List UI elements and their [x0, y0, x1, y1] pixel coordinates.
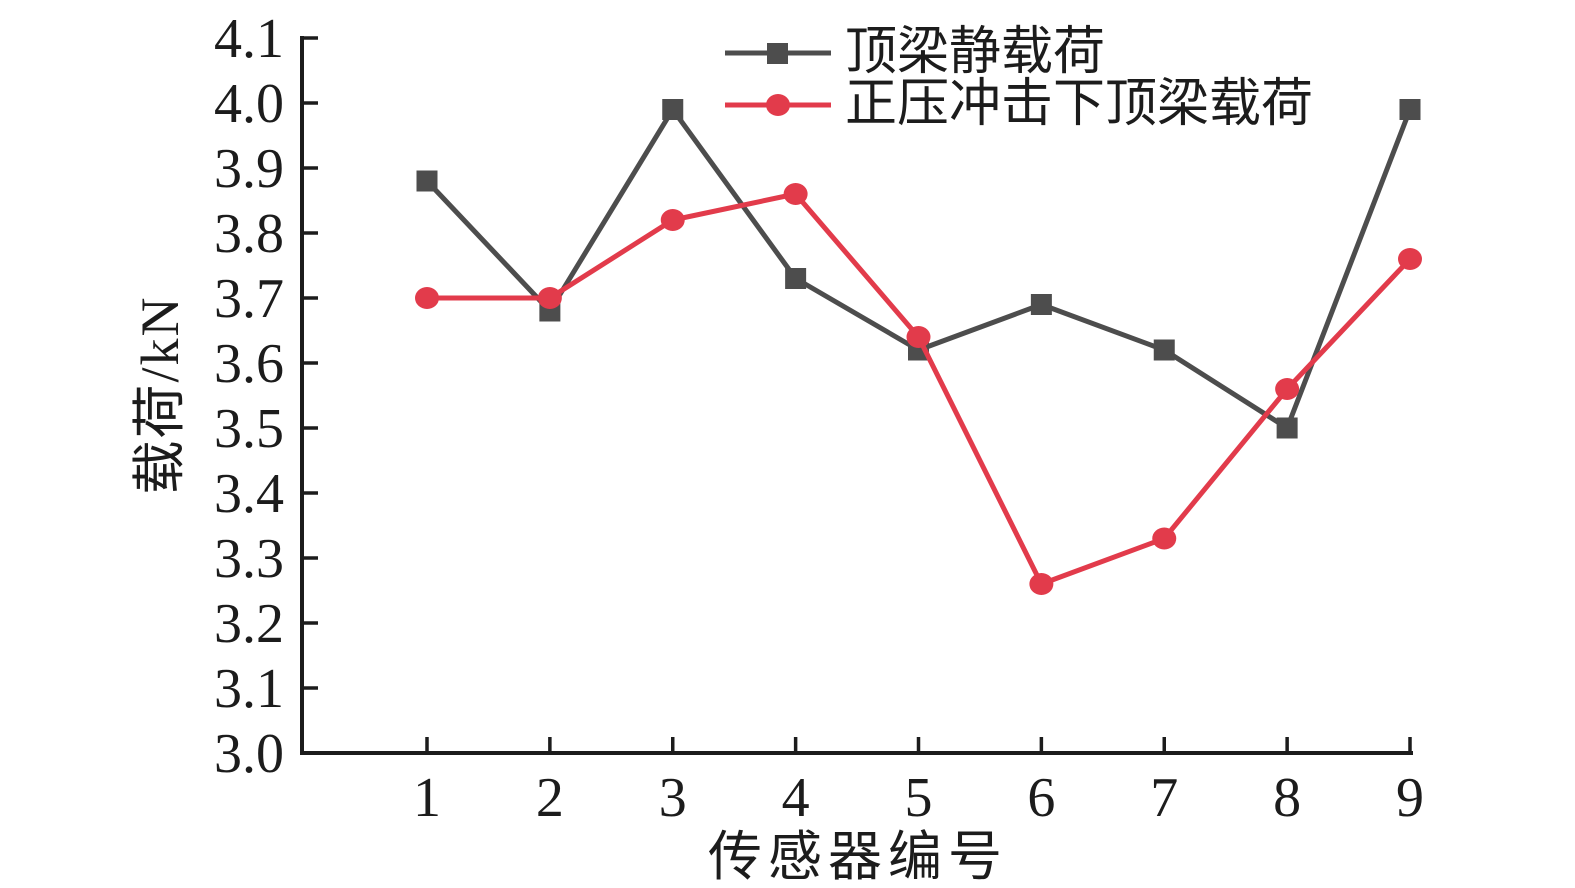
- y-tick-label: 3.0: [214, 723, 284, 785]
- y-tick-label: 4.0: [214, 73, 284, 135]
- series-0-point-9: [1399, 99, 1421, 120]
- legend-item-static-load: 顶梁静载荷: [723, 27, 1313, 79]
- legend-item-impact-load: 正压冲击下顶梁载荷: [723, 79, 1313, 131]
- legend-label-static-load: 顶梁静载荷: [845, 24, 1106, 81]
- x-tick-label: 3: [659, 767, 687, 829]
- series-1-point-6: [1029, 573, 1054, 595]
- y-tick-label: 3.6: [214, 333, 284, 395]
- y-tick-label: 3.4: [214, 463, 284, 525]
- y-tick-label: 3.5: [214, 398, 284, 460]
- y-tick-label: 3.9: [214, 138, 284, 200]
- x-axis-title: 传感器编号: [708, 827, 1008, 887]
- x-tick-label: 8: [1273, 767, 1301, 829]
- y-tick-label: 3.3: [214, 528, 284, 590]
- x-tick-label: 2: [536, 767, 564, 829]
- series-1-point-7: [1152, 527, 1177, 550]
- legend-circle-marker-icon: [725, 94, 831, 116]
- x-tick-label: 9: [1396, 767, 1424, 829]
- x-tick-label: 7: [1150, 767, 1178, 829]
- y-axis-title: 载荷/kN: [130, 295, 190, 495]
- series-0-point-6: [1030, 294, 1052, 315]
- y-tick-label: 3.2: [214, 593, 284, 655]
- series-1-point-5: [906, 326, 931, 348]
- x-tick-label: 4: [782, 767, 810, 829]
- series-1-point-9: [1398, 248, 1422, 270]
- y-tick-label: 3.1: [214, 658, 284, 720]
- legend: 顶梁静载荷 正压冲击下顶梁载荷: [723, 27, 1313, 131]
- series-1-point-2: [537, 287, 562, 309]
- legend-square-marker-icon: [725, 43, 831, 64]
- x-tick-label: 1: [413, 767, 441, 829]
- x-tick-label: 6: [1027, 767, 1055, 829]
- y-tick-label: 3.7: [214, 268, 284, 330]
- series-0-point-4: [785, 268, 807, 289]
- series-0-point-1: [416, 170, 438, 192]
- series-0-point-8: [1276, 417, 1298, 439]
- series-1-line: [424, 191, 1413, 587]
- y-tick-label: 4.1: [214, 8, 284, 70]
- x-tick-label: 5: [905, 767, 933, 829]
- series-1-point-3: [660, 209, 685, 231]
- series-1-point-1: [415, 287, 439, 309]
- series-1-point-8: [1275, 378, 1300, 400]
- series-0-line: [424, 107, 1413, 431]
- series-1-point-4: [783, 183, 808, 205]
- y-tick-label: 3.8: [214, 203, 284, 265]
- series-0-point-7: [1153, 339, 1175, 361]
- series-0-point-3: [662, 99, 684, 120]
- legend-label-impact-load: 正压冲击下顶梁载荷: [845, 76, 1314, 133]
